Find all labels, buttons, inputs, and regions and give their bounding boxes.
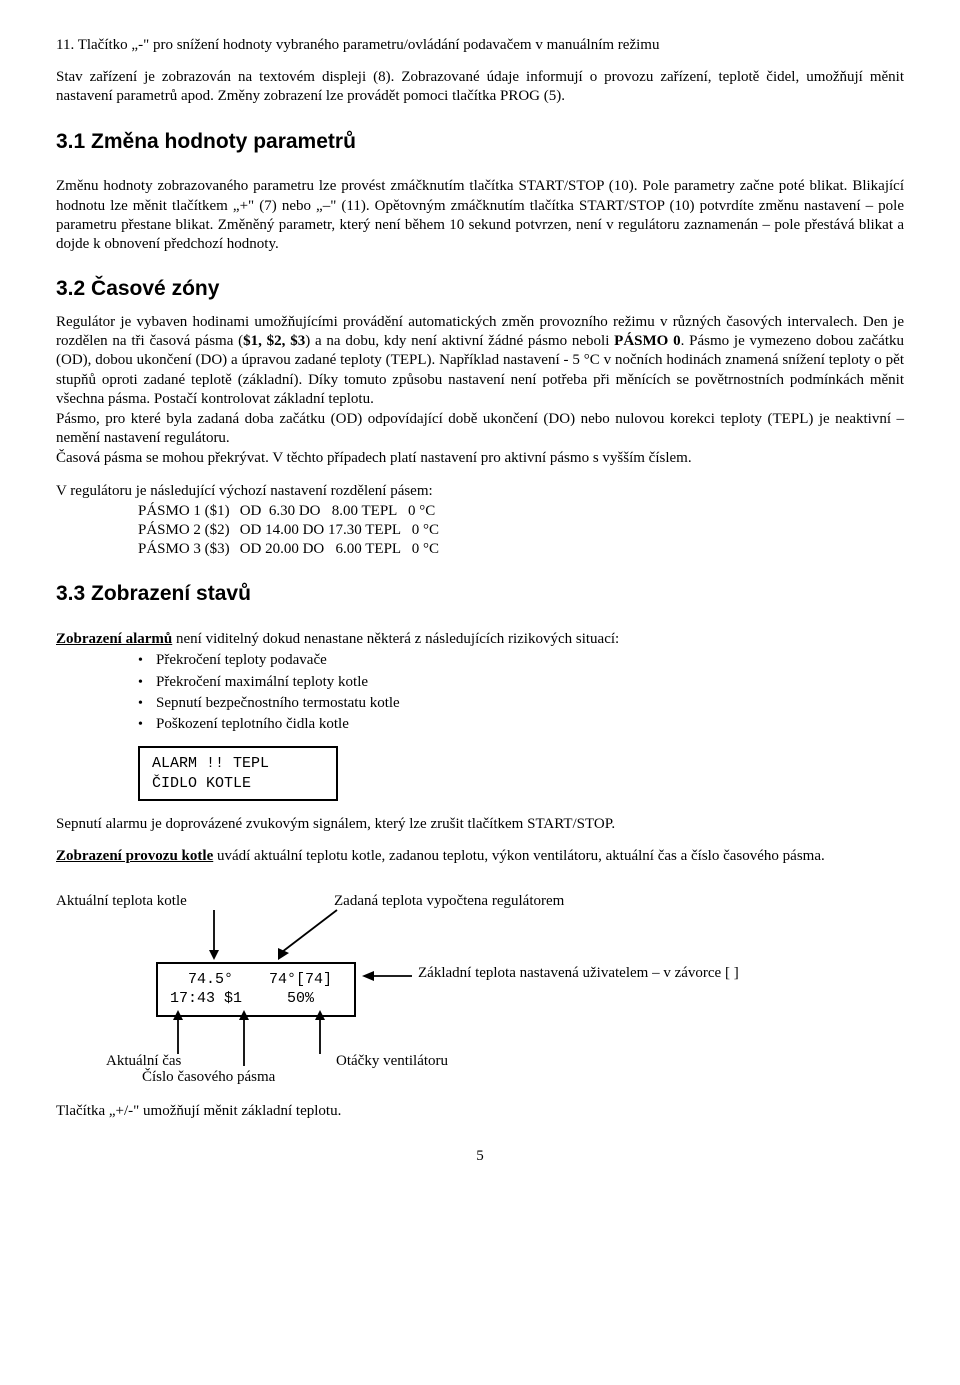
section-3-1-text: Změnu hodnoty zobrazovaného parametru lz… [56,177,904,254]
table-row: PÁSMO 2 ($2)OD 14.00 DO 17.30 TEPL 0 °C [138,521,449,540]
numbered-item-11: 11. Tlačítko „-" pro snížení hodnoty vyb… [56,36,904,55]
page-number: 5 [56,1147,904,1166]
arrow-down-icon [208,910,220,960]
arrow-up-icon [238,1010,250,1066]
intro-paragraph: Stav zařízení je zobrazován na textovém … [56,68,904,106]
alarm-display-box: ALARM !! TEPL ČIDLO KOTLE [138,746,338,801]
arrow-down-icon [272,910,342,962]
lcd-display-box: 74.5° 74°[74] 17:43 $1 50% [156,962,356,1017]
label-base-temp: Základní teplota nastavená uživatelem – … [418,964,739,983]
heading-3-3: 3.3 Zobrazení stavů [56,581,904,608]
after-alarm-text: Sepnutí alarmu je doprovázené zvukovým s… [56,815,904,834]
list-item: •Poškození teplotního čidla kotle [138,715,904,734]
label-actual-temp: Aktuální teplota kotle [56,892,187,911]
table-row: PÁSMO 3 ($3)OD 20.00 DO 6.00 TEPL 0 °C [138,540,449,559]
alarm-bullets: •Překročení teploty podavače •Překročení… [138,651,904,734]
section-3-2-p1: Regulátor je vybaven hodinami umožňující… [56,313,904,409]
bullet-icon: • [138,652,156,670]
footer-line: Tlačítka „+/-" umožňují měnit základní t… [56,1102,904,1121]
alarm-label: Zobrazení alarmů [56,631,172,647]
arrow-up-icon [314,1010,326,1054]
label-set-temp: Zadaná teplota vypočtena regulátorem [334,892,564,911]
section-3-2-p2: Pásmo, pro které byla zadaná doba začátk… [56,410,904,448]
heading-3-2: 3.2 Časové zóny [56,276,904,303]
bullet-icon: • [138,695,156,713]
bands-intro: V regulátoru je následující výchozí nast… [56,482,904,501]
section-3-2-p3: Časová pásma se mohou překrývat. V těcht… [56,449,904,468]
table-row: PÁSMO 1 ($1)OD 6.30 DO 8.00 TEPL 0 °C [138,502,449,521]
label-band: Číslo časového pásma [142,1068,275,1087]
heading-3-1: 3.1 Změna hodnoty parametrů [56,129,904,156]
alarm-intro: Zobrazení alarmů není viditelný dokud ne… [56,630,904,649]
arrow-left-icon [362,970,412,982]
label-fan: Otáčky ventilátoru [336,1052,448,1071]
list-item: •Sepnutí bezpečnostního termostatu kotle [138,694,904,713]
list-item: •Překročení maximální teploty kotle [138,673,904,692]
lcd-diagram: Aktuální teplota kotle Zadaná teplota vy… [56,892,904,1102]
bands-table: PÁSMO 1 ($1)OD 6.30 DO 8.00 TEPL 0 °C PÁ… [138,502,449,560]
bullet-icon: • [138,674,156,692]
list-item: •Překročení teploty podavače [138,651,904,670]
item-number: 11. [56,37,74,53]
bullet-icon: • [138,716,156,734]
item-text: Tlačítko „-" pro snížení hodnoty vybrané… [78,37,660,53]
arrow-up-icon [172,1010,184,1054]
provoz-label: Zobrazení provozu kotle [56,848,213,864]
provoz-intro: Zobrazení provozu kotle uvádí aktuální t… [56,847,904,866]
